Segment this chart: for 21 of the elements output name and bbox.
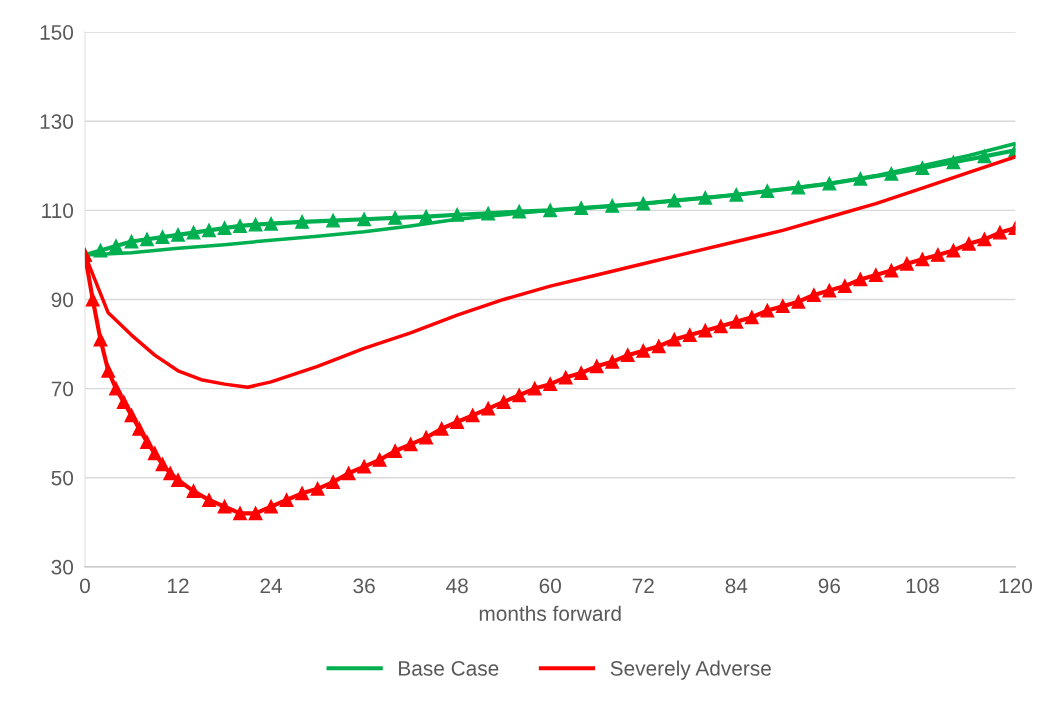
y-tick-label: 30 <box>51 559 74 575</box>
x-tick-label: 96 <box>818 578 841 594</box>
x-tick-label: 0 <box>79 578 90 594</box>
x-tick-label: 12 <box>168 578 189 594</box>
legend-label: Base Case <box>399 661 499 676</box>
y-tick-label: 130 <box>40 114 74 129</box>
x-tick-label: 108 <box>906 578 939 594</box>
legend-label: Severely Adverse <box>610 660 771 680</box>
x-tick-label: 84 <box>725 578 748 594</box>
x-tick-label: 24 <box>260 578 283 594</box>
y-tick-label: 50 <box>51 470 74 486</box>
x-tick-label: 48 <box>446 578 468 594</box>
y-tick-label: 150 <box>40 25 74 40</box>
y-tick-label: 90 <box>51 292 74 308</box>
y-tick-label: 70 <box>51 381 74 397</box>
x-tick-label: 60 <box>539 578 561 594</box>
y-tick-label: 110 <box>42 203 74 219</box>
x-tick-label: 72 <box>632 578 654 594</box>
x-tick-label: 36 <box>353 578 375 594</box>
x-tick-label: 120 <box>999 578 1032 594</box>
x-axis-title: months forward <box>479 605 621 621</box>
